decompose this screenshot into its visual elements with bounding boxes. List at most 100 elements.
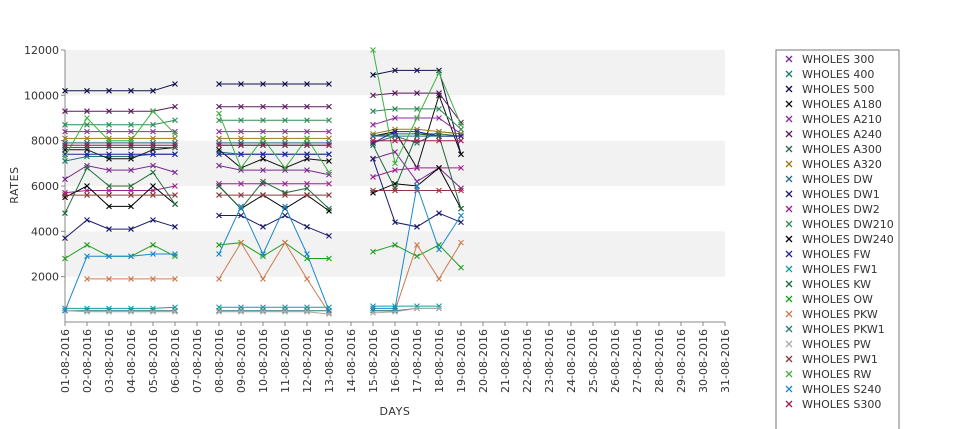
data-point-marker (260, 253, 266, 260)
data-point-marker (414, 128, 420, 135)
legend-entry: WHOLES DW1 (802, 188, 880, 201)
data-point-marker (62, 210, 68, 217)
data-point-marker (216, 81, 222, 87)
legend: WHOLES 300 WHOLES 400 WHOLES 500 WHOLES A18… (775, 49, 900, 429)
data-point-marker (84, 87, 90, 94)
data-point-marker (128, 155, 134, 162)
data-point-marker (84, 276, 90, 282)
data-point-marker (260, 223, 266, 230)
data-point-marker (370, 72, 376, 78)
data-point-marker (458, 187, 464, 194)
data-point-marker (106, 183, 112, 189)
data-point-marker (106, 137, 112, 144)
series-line (64, 219, 176, 239)
x-tick-label: 10-08-2016 (257, 329, 270, 393)
x-tick-label: 22-08-2016 (521, 329, 534, 393)
data-point-marker (84, 253, 90, 260)
data-point-marker (172, 103, 178, 110)
data-point-marker (458, 130, 464, 137)
legend-marker-icon (785, 235, 793, 243)
data-point-marker (458, 164, 464, 171)
data-point-marker (128, 87, 134, 94)
data-point-marker (282, 167, 288, 174)
series-line (372, 307, 439, 314)
data-point-marker (458, 212, 464, 219)
data-point-marker (128, 226, 134, 232)
data-point-marker (304, 103, 310, 110)
data-point-marker (326, 180, 332, 187)
data-point-marker (414, 67, 420, 74)
data-point-marker (282, 192, 288, 198)
series-line (64, 110, 176, 157)
data-point-marker (436, 106, 442, 112)
x-tick-label: 08-08-2016 (213, 329, 226, 393)
data-point-marker (436, 133, 442, 140)
data-point-marker (150, 144, 156, 151)
data-point-marker (326, 205, 332, 212)
data-point-marker (436, 67, 442, 74)
data-point-marker (326, 128, 332, 135)
legend-entry: WHOLES 500 (802, 83, 874, 96)
data-point-marker (128, 167, 134, 174)
data-point-marker (150, 121, 156, 128)
data-point-marker (260, 308, 266, 315)
x-tick-label: 04-08-2016 (125, 329, 138, 393)
data-point-marker (150, 187, 156, 194)
data-point-marker (326, 192, 332, 198)
x-axis-title: DAYS (379, 405, 410, 418)
data-point-marker (172, 130, 178, 137)
data-point-marker (326, 117, 332, 124)
data-point-marker (106, 128, 112, 135)
data-point-marker (84, 242, 90, 248)
data-point-marker (172, 117, 178, 124)
x-tick-label: 14-08-2016 (345, 329, 358, 393)
series-wholes-s300 (62, 137, 464, 149)
data-point-marker (326, 142, 332, 149)
series-line (218, 113, 330, 173)
data-point-marker (282, 151, 288, 158)
data-point-marker (458, 121, 464, 128)
data-point-marker (62, 135, 68, 142)
legend-marker-icon (785, 280, 793, 288)
legend-marker-icon (785, 370, 793, 378)
data-point-marker (172, 128, 178, 135)
x-tick-label: 03-08-2016 (103, 329, 116, 393)
y-tick-label: 4000 (31, 225, 59, 238)
x-tick-label: 20-08-2016 (477, 329, 490, 393)
data-point-marker (414, 130, 420, 137)
data-point-marker (216, 251, 222, 257)
data-point-marker (150, 169, 156, 176)
data-point-marker (326, 151, 332, 158)
series-wholes-a210 (62, 115, 464, 137)
data-point-marker (106, 144, 112, 151)
data-point-marker (304, 128, 310, 135)
data-point-marker (216, 276, 222, 282)
data-point-marker (260, 178, 266, 185)
legend-entry: WHOLES S300 (802, 398, 881, 411)
data-point-marker (370, 133, 376, 140)
data-point-marker (238, 81, 244, 87)
data-point-marker (282, 212, 288, 219)
data-point-marker (84, 121, 90, 128)
data-point-marker (238, 203, 244, 210)
legend-marker-icon (785, 250, 793, 258)
data-point-marker (370, 121, 376, 128)
data-point-marker (304, 192, 310, 198)
data-point-marker (150, 151, 156, 158)
data-point-marker (238, 142, 244, 149)
data-point-marker (260, 251, 266, 257)
data-point-marker (260, 142, 266, 149)
data-point-marker (370, 137, 376, 144)
data-point-marker (260, 167, 266, 174)
legend-entry: WHOLES DW (802, 173, 873, 186)
series-line (65, 83, 176, 92)
data-point-marker (62, 108, 68, 115)
data-point-marker (172, 81, 178, 87)
data-point-marker (62, 153, 68, 160)
data-point-marker (150, 128, 156, 135)
data-point-marker (128, 137, 134, 144)
data-point-marker (62, 194, 68, 201)
data-point-marker (238, 212, 244, 219)
data-point-marker (458, 137, 464, 144)
data-point-marker (62, 192, 68, 198)
